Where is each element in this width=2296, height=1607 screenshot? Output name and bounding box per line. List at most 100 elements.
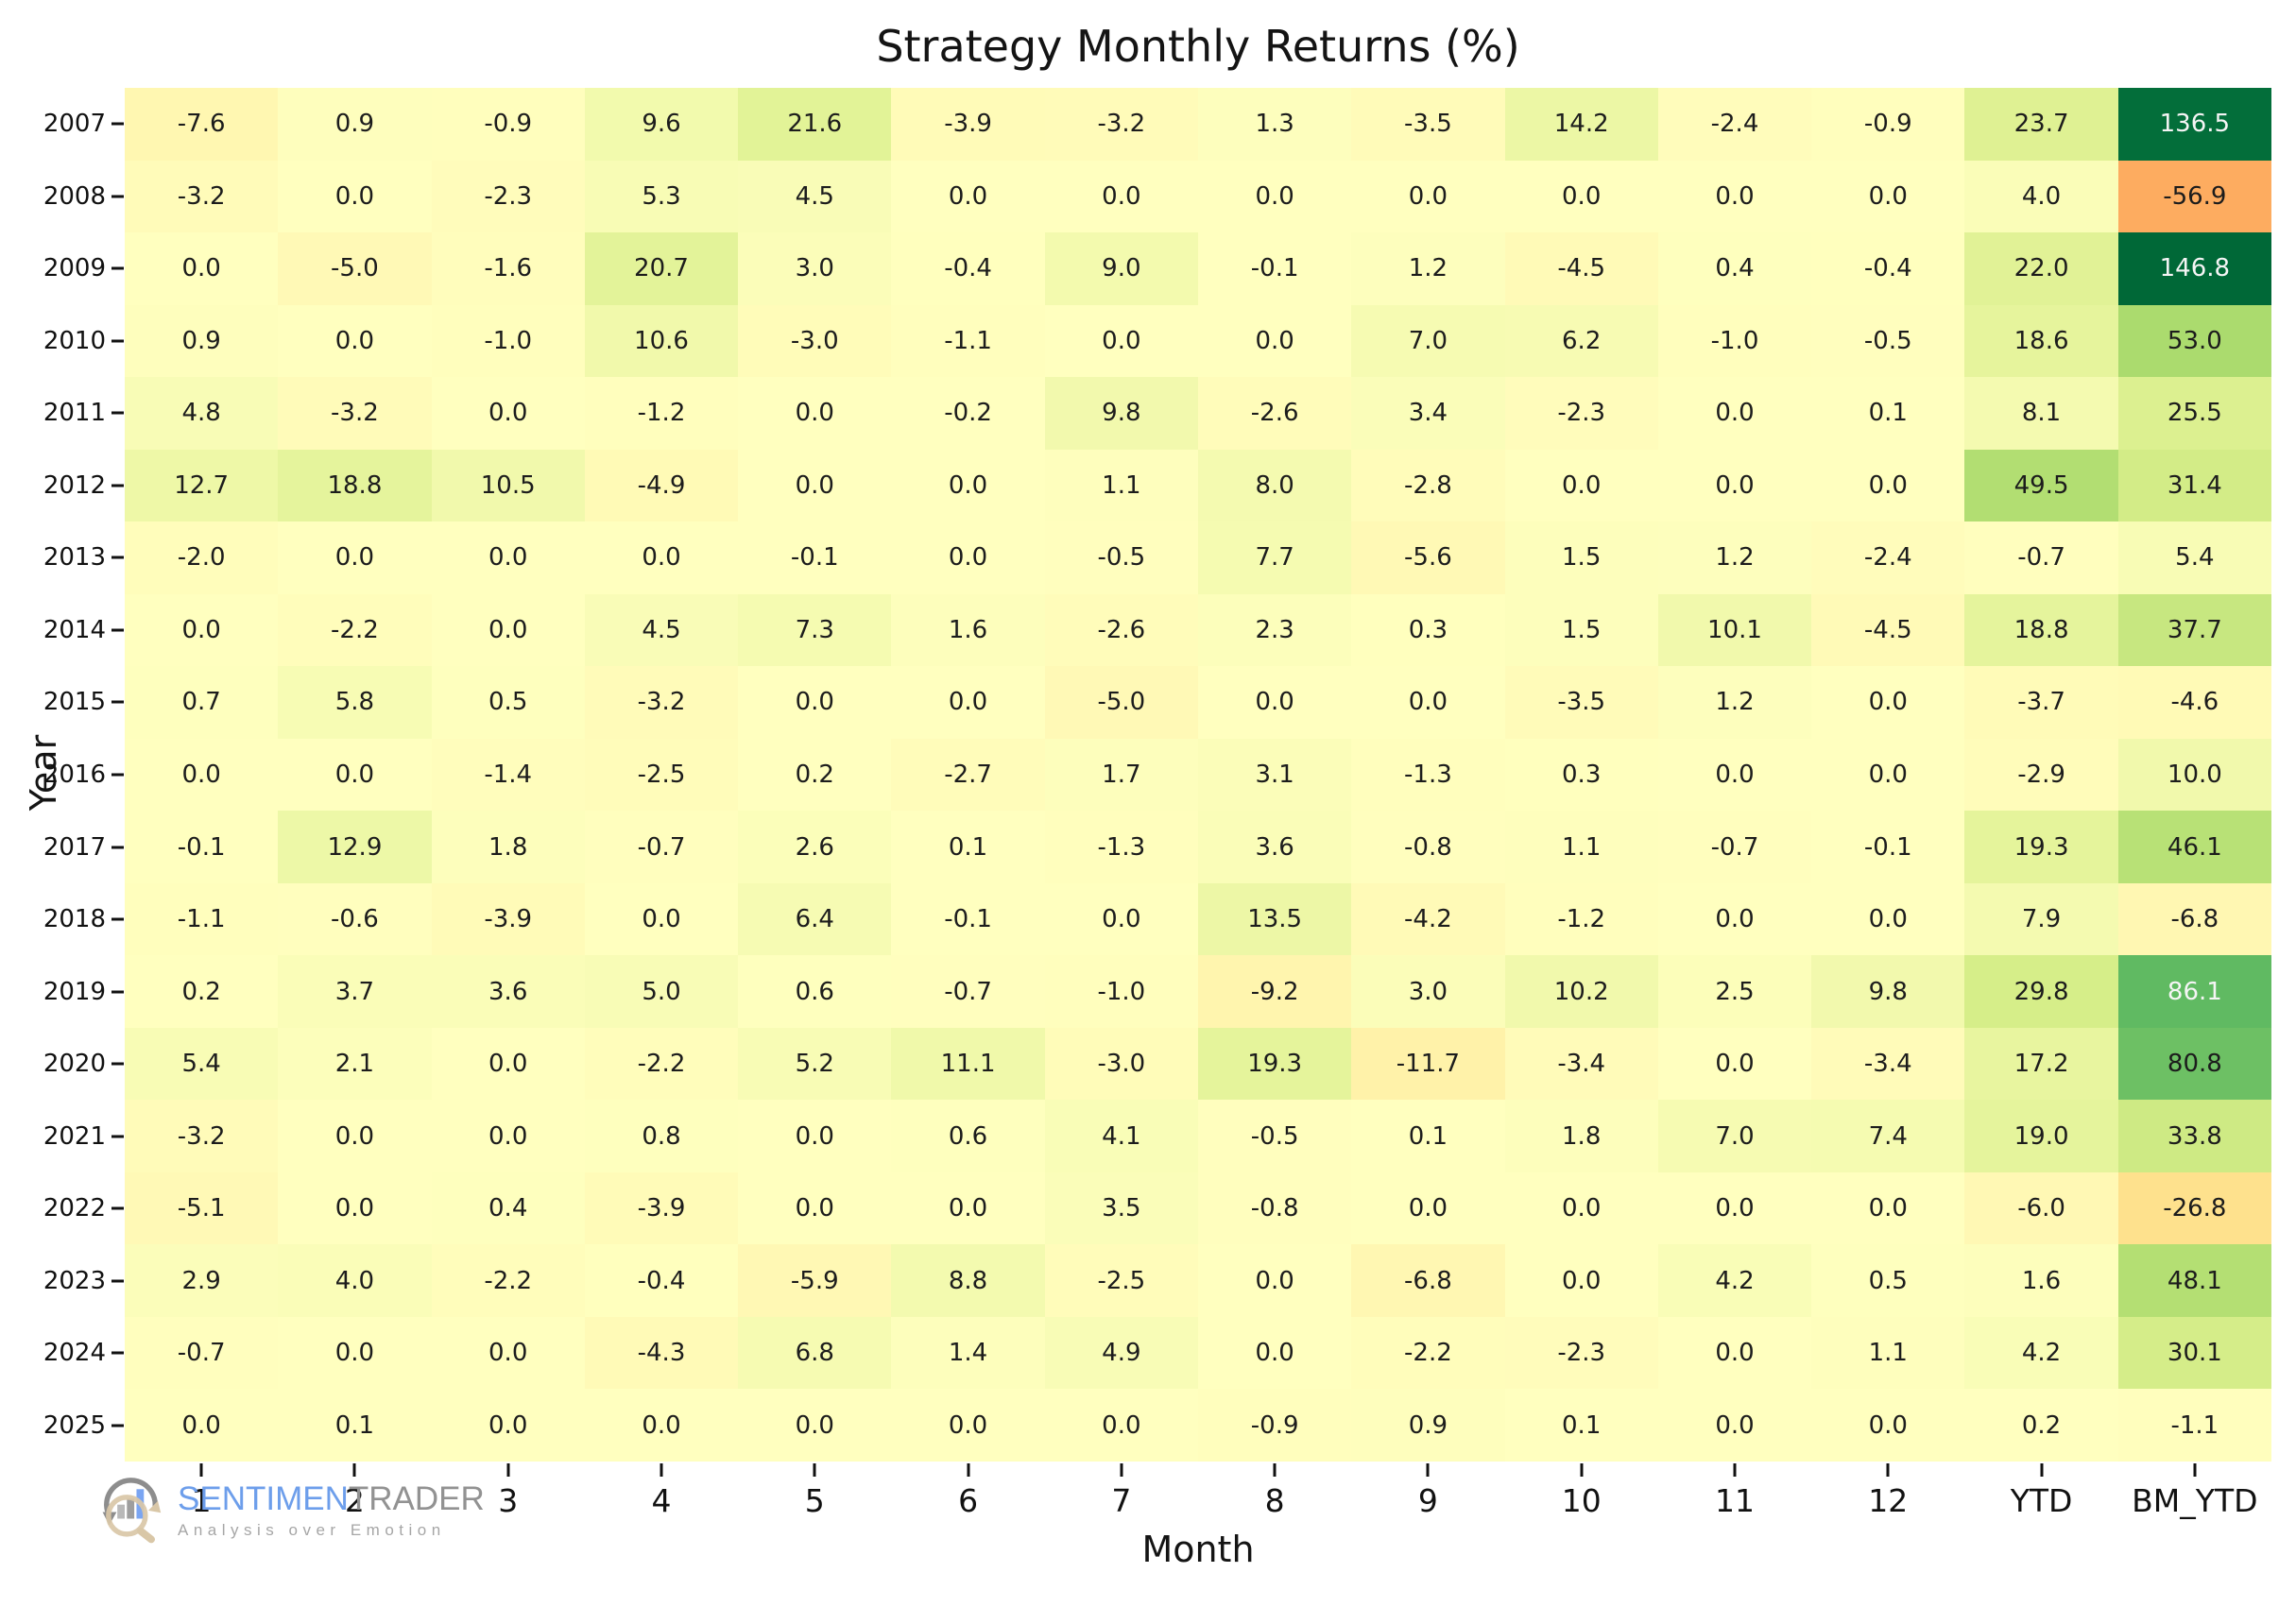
heatmap-cell: 0.0: [278, 738, 432, 812]
heatmap-cell: 6.8: [738, 1316, 892, 1390]
heatmap-cell: -0.4: [891, 232, 1045, 305]
heatmap-cell: 22.0: [1964, 232, 2118, 305]
heatmap-cell: 0.3: [1504, 738, 1658, 812]
heatmap-cell: -4.9: [584, 449, 739, 522]
heatmap-cell: 0.8: [584, 1100, 739, 1172]
heatmap-cell: 3.4: [1351, 377, 1505, 450]
heatmap-cell: -0.6: [278, 882, 432, 956]
heatmap-cell: -2.6: [1044, 593, 1198, 667]
heatmap-cell: 2.1: [278, 1027, 432, 1101]
heatmap-cell: -2.2: [278, 593, 432, 667]
heatmap-cell: 5.4: [2117, 521, 2271, 594]
heatmap-cell: 30.1: [2117, 1316, 2271, 1390]
heatmap-cell: 10.2: [1504, 955, 1658, 1028]
heatmap-cell: -6.8: [1351, 1244, 1505, 1317]
heatmap-cell: 18.8: [1964, 593, 2118, 667]
heatmap-cell: 0.0: [278, 304, 432, 378]
y-tick-label: 2014: [43, 615, 106, 644]
heatmap-cell: -2.8: [1351, 449, 1505, 522]
heatmap-cell: -2.7: [891, 738, 1045, 812]
y-tick-mark: [111, 266, 124, 270]
heatmap-cell: -4.6: [2117, 666, 2271, 739]
heatmap-cell: 7.9: [1964, 882, 2118, 956]
heatmap-cell: 0.4: [431, 1171, 585, 1245]
heatmap-cell: 0.0: [584, 882, 739, 956]
heatmap-cell: 0.4: [1657, 232, 1812, 305]
heatmap-cell: 19.3: [1198, 1027, 1352, 1101]
heatmap-cell: -11.7: [1351, 1027, 1505, 1101]
heatmap-cell: -0.9: [1198, 1389, 1352, 1462]
heatmap-cell: 136.5: [2117, 88, 2271, 161]
heatmap-cell: 20.7: [584, 232, 739, 305]
heatmap-cell: 4.0: [278, 1244, 432, 1317]
y-tick-mark: [111, 1062, 124, 1066]
x-axis-label: Month: [1141, 1529, 1255, 1570]
heatmap-cell: 0.0: [1504, 449, 1658, 522]
heatmap-cell: -3.9: [584, 1171, 739, 1245]
x-tick-label: 6: [958, 1482, 979, 1519]
heatmap-cell: 1.1: [1811, 1316, 1965, 1390]
heatmap-cell: 7.3: [738, 593, 892, 667]
y-tick-mark: [111, 339, 124, 343]
heatmap-cell: 0.0: [1811, 1389, 1965, 1462]
x-tick-mark: [1886, 1463, 1890, 1477]
heatmap-cell: 53.0: [2117, 304, 2271, 378]
heatmap-cell: 0.0: [584, 521, 739, 594]
heatmap-cell: -2.3: [431, 160, 585, 233]
x-tick-mark: [2193, 1463, 2197, 1477]
logo-bar-small: [117, 1504, 125, 1519]
heatmap-cell: 31.4: [2117, 449, 2271, 522]
heatmap-cell: 0.0: [1504, 1244, 1658, 1317]
heatmap-cell: 0.0: [1657, 1389, 1812, 1462]
heatmap-cell: 0.6: [738, 955, 892, 1028]
heatmap-cell: 8.1: [1964, 377, 2118, 450]
magnifier-icon: [106, 1495, 148, 1537]
heatmap-cell: 4.5: [738, 160, 892, 233]
heatmap-cell: 0.0: [431, 1027, 585, 1101]
heatmap-cell: -1.1: [2117, 1389, 2271, 1462]
y-tick-label: 2016: [43, 761, 106, 789]
heatmap-cell: -2.5: [584, 738, 739, 812]
heatmap-cell: 3.1: [1198, 738, 1352, 812]
heatmap-cell: 0.0: [1657, 377, 1812, 450]
heatmap-cell: 25.5: [2117, 377, 2271, 450]
chart-title: Strategy Monthly Returns (%): [876, 21, 1520, 72]
heatmap-cell: 0.0: [1044, 160, 1198, 233]
heatmap-cell: 9.8: [1044, 377, 1198, 450]
heatmap-cell: 0.1: [1811, 377, 1965, 450]
logo-wordmark: SENTIMENTRADER: [178, 1480, 485, 1518]
x-tick-mark: [199, 1463, 203, 1477]
heatmap-cell: 0.0: [1811, 738, 1965, 812]
heatmap-cell: 6.2: [1504, 304, 1658, 378]
heatmap-cell: -1.4: [431, 738, 585, 812]
heatmap-cell: -2.3: [1504, 377, 1658, 450]
heatmap-cell: 12.7: [125, 449, 279, 522]
y-tick-label: 2008: [43, 181, 106, 211]
y-tick-mark: [111, 990, 124, 994]
y-tick-mark: [111, 484, 124, 487]
y-tick-mark: [111, 122, 124, 126]
heatmap-cell: 4.9: [1044, 1316, 1198, 1390]
heatmap-cell: 4.0: [1964, 160, 2118, 233]
heatmap-cell: 4.5: [584, 593, 739, 667]
heatmap-cell: 3.6: [1198, 811, 1352, 883]
heatmap-cell: -1.1: [891, 304, 1045, 378]
heatmap-cell: 0.0: [891, 1389, 1045, 1462]
y-tick-mark: [111, 700, 124, 704]
y-tick-label: 2013: [43, 543, 106, 573]
x-tick-mark: [1273, 1463, 1277, 1477]
heatmap-cell: 0.0: [1504, 1171, 1658, 1245]
heatmap-cell: 86.1: [2117, 955, 2271, 1028]
heatmap-cell: -56.9: [2117, 160, 2271, 233]
y-tick-label: 2015: [43, 688, 106, 717]
heatmap-cell: 0.0: [125, 593, 279, 667]
heatmap-cell: -0.7: [1964, 521, 2118, 594]
heatmap-cell: -2.9: [1964, 738, 2118, 812]
y-tick-label: 2017: [43, 832, 106, 862]
heatmap-cell: 0.0: [891, 449, 1045, 522]
heatmap-cell: 1.5: [1504, 521, 1658, 594]
heatmap-cell: -2.5: [1044, 1244, 1198, 1317]
heatmap-cell: -1.3: [1351, 738, 1505, 812]
heatmap-cell: 0.0: [1044, 304, 1198, 378]
x-tick-mark: [352, 1463, 356, 1477]
